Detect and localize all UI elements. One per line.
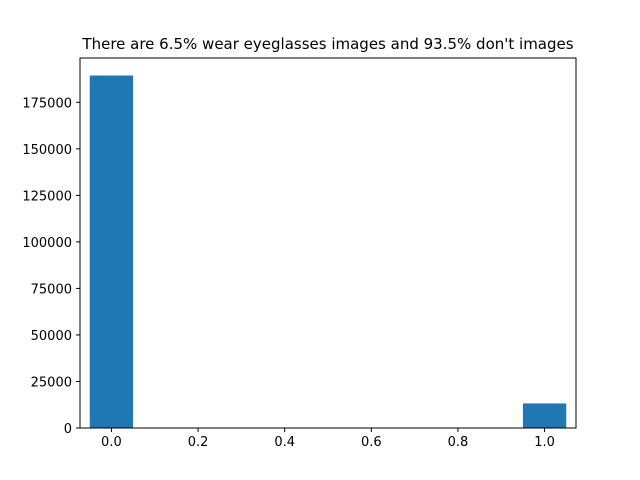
y-tick-label: 50000 <box>31 329 72 344</box>
x-tick-label: 0.4 <box>274 435 295 450</box>
y-axis: 0 25000 50000 75000 100000 125000 150000 175000 <box>22 96 80 437</box>
x-tick-label: 0.2 <box>188 435 209 450</box>
y-tick-label: 75000 <box>31 282 72 297</box>
bar-1 <box>522 403 567 428</box>
y-tick-label: 25000 <box>31 375 72 390</box>
plot-area-frame <box>79 57 577 429</box>
bars-group <box>89 75 567 428</box>
y-tick-label: 175000 <box>22 96 72 111</box>
x-axis: 0.0 0.2 0.4 0.6 0.8 1.0 <box>101 428 555 450</box>
x-tick-label: 0.8 <box>448 435 469 450</box>
chart-title: There are 6.5% wear eyeglasses images an… <box>81 35 573 53</box>
y-tick-label: 0 <box>64 422 72 437</box>
y-tick-label: 150000 <box>22 143 72 158</box>
y-tick-label: 125000 <box>22 189 72 204</box>
x-tick-label: 0.0 <box>101 435 122 450</box>
x-tick-label: 1.0 <box>534 435 555 450</box>
bar-0 <box>89 75 134 428</box>
x-tick-label: 0.6 <box>361 435 382 450</box>
y-tick-label: 100000 <box>22 236 72 251</box>
